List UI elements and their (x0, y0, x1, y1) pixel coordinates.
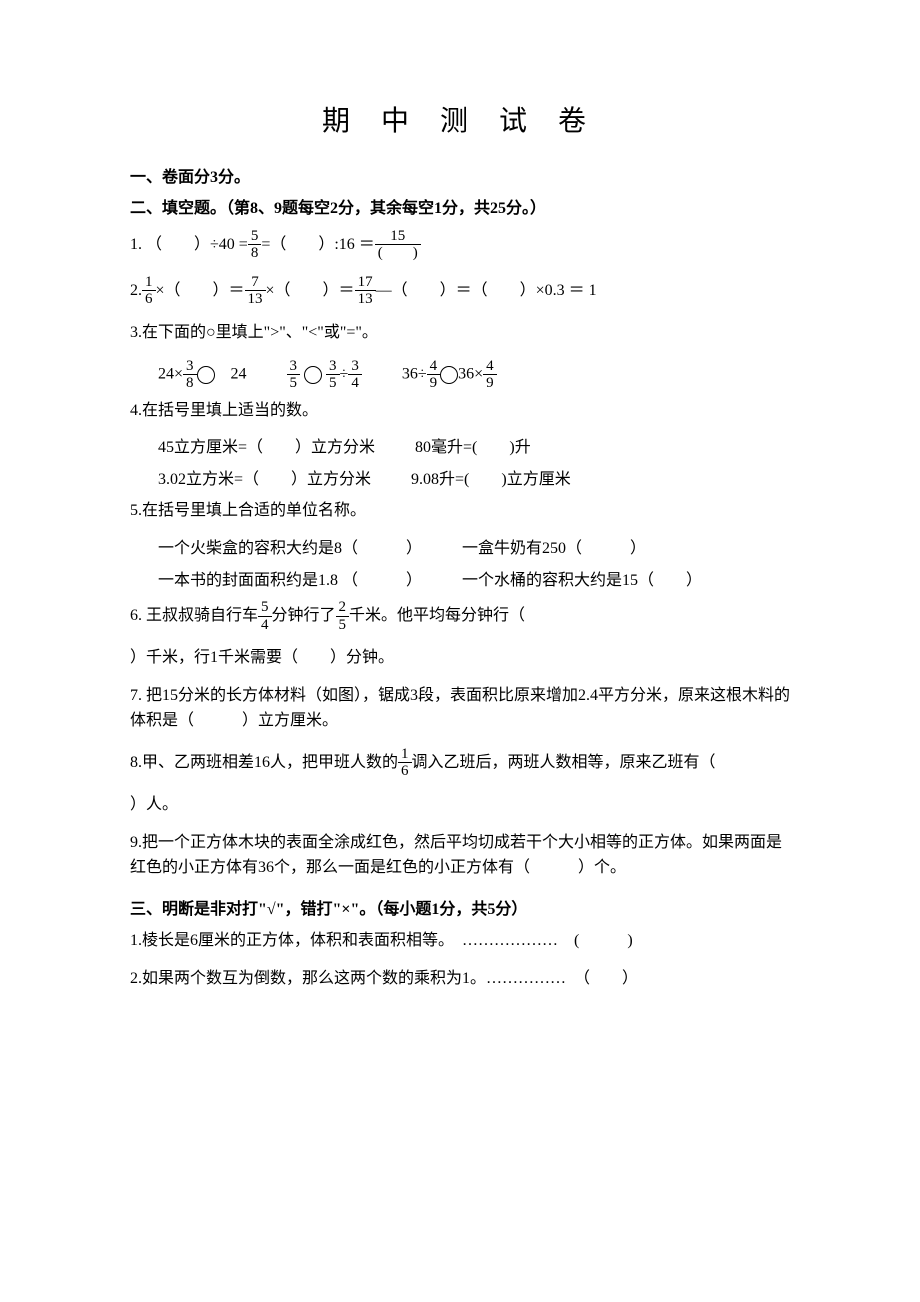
q2-3-items: 24×38 24 35 35÷34 36÷4936×49 (130, 358, 790, 392)
text: 调入乙班后，两班人数相等，原来乙班有（ (412, 750, 732, 776)
text: 8.甲、乙两班相差16人，把甲班人数的 (130, 750, 398, 776)
section-2-heading: 二、填空题。（第8、9题每空2分，其余每空1分，共25分。） (130, 196, 790, 222)
text: 24 (215, 365, 247, 382)
numerator: 17 (355, 274, 376, 291)
numerator: 3 (287, 358, 301, 375)
denominator: 5 (336, 616, 350, 634)
q2-5-intro: 5.在括号里填上合适的单位名称。 (130, 498, 790, 524)
text: 36× (458, 365, 483, 382)
compare-circle (304, 366, 322, 384)
fraction: 49 (483, 358, 497, 392)
denominator: 5 (326, 374, 340, 392)
denominator: 9 (427, 374, 441, 392)
fraction: 5 8 (248, 228, 262, 262)
q2-1: 1. （ ）÷40 = 5 8 =（ ）:16 ＝ 15 ( ) (130, 228, 790, 262)
q2-3-intro: 3.在下面的○里填上">"、"<"或"="。 (130, 320, 790, 346)
text: 千米。他平均每分钟行（ (349, 603, 541, 629)
denominator: 4 (258, 616, 272, 634)
compare-circle (440, 366, 458, 384)
q5a: 一个火柴盒的容积大约是8（ ） (158, 536, 422, 562)
fraction: 49 (427, 358, 441, 392)
q3a: 24×38 24 (158, 358, 247, 392)
denominator: 13 (355, 290, 376, 308)
denominator: 8 (183, 374, 197, 392)
denominator: 13 (245, 290, 266, 308)
numerator: 3 (183, 358, 197, 375)
q5c: 一本书的封面面积约是1.8 （ ） (158, 568, 422, 594)
q2-9: 9.把一个正方体木块的表面全涂成红色，然后平均切成若干个大小相等的正方体。如果两… (130, 830, 790, 881)
fraction: 17 13 (355, 274, 376, 308)
numerator: 5 (258, 599, 272, 616)
numerator: 7 (245, 274, 266, 291)
q3c: 36÷4936×49 (402, 358, 497, 392)
denominator: 5 (287, 374, 301, 392)
q4a: 45立方厘米=（ ）立方分米 (158, 435, 375, 461)
q2-8-line2: ）人。 (130, 792, 790, 818)
numerator: 1 (398, 746, 412, 763)
q2-2: 2. 1 6 ×（ ）＝ 7 13 ×（ ）＝ 17 13 —（ ）＝（ ）×0… (130, 274, 790, 308)
q4c: 3.02立方米=（ ）立方分米 (158, 467, 371, 493)
denominator: 6 (398, 762, 412, 780)
page-title: 期 中 测 试 卷 (130, 100, 790, 145)
q4d: 9.08升=( )立方厘米 (411, 467, 571, 493)
q3b: 35 35÷34 (287, 358, 362, 392)
q2-6-line1: 6. 王叔叔骑自行车 54 分钟行了 25 千米。他平均每分钟行（ (130, 599, 790, 633)
text: ×（ ）＝ (266, 278, 355, 304)
q3-2: 2.如果两个数互为倒数，那么这两个数的乘积为1。…………… （ ） (130, 966, 790, 992)
fraction: 25 (336, 599, 350, 633)
numerator: 4 (483, 358, 497, 375)
text: ×（ ）＝ (156, 278, 245, 304)
fraction: 35 (287, 358, 301, 392)
q2-7: 7. 把15分米的长方体材料（如图），锯成3段，表面积比原来增加2.4平方分米，… (130, 683, 790, 734)
q2-prefix: 2. (130, 278, 142, 304)
fraction: 15 ( ) (375, 228, 421, 262)
q5b: 一盒牛奶有250（ ） (462, 536, 646, 562)
denominator: 4 (348, 374, 362, 392)
q1-mid: =（ ）:16 ＝ (261, 232, 374, 258)
fraction: 54 (258, 599, 272, 633)
q2-8-line1: 8.甲、乙两班相差16人，把甲班人数的 16 调入乙班后，两班人数相等，原来乙班… (130, 746, 790, 780)
numerator: 3 (348, 358, 362, 375)
q2-4-body: 45立方厘米=（ ）立方分米 80毫升=( )升 3.02立方米=（ ）立方分米… (130, 435, 790, 492)
section-1-heading: 一、卷面分3分。 (130, 165, 790, 191)
q5d: 一个水桶的容积大约是15（ ） (462, 568, 702, 594)
text: 24× (158, 365, 183, 382)
compare-circle (197, 366, 215, 384)
text: —（ ）＝（ ）×0.3 ＝ 1 (376, 278, 597, 304)
fraction: 35 (326, 358, 340, 392)
q1-prefix: 1. （ ）÷40 = (130, 232, 248, 258)
numerator: 1 (142, 274, 156, 291)
q4b: 80毫升=( )升 (415, 435, 531, 461)
text: 6. 王叔叔骑自行车 (130, 603, 258, 629)
denominator: 6 (142, 290, 156, 308)
numerator: 2 (336, 599, 350, 616)
fraction: 1 6 (142, 274, 156, 308)
numerator: 3 (326, 358, 340, 375)
denominator: ( ) (375, 244, 421, 262)
fraction: 34 (348, 358, 362, 392)
numerator: 15 (375, 228, 421, 245)
fraction: 16 (398, 746, 412, 780)
q2-5-body: 一个火柴盒的容积大约是8（ ） 一盒牛奶有250（ ） 一本书的封面面积约是1.… (130, 536, 790, 593)
fraction: 7 13 (245, 274, 266, 308)
denominator: 9 (483, 374, 497, 392)
section-3-heading: 三、明断是非对打"√"，错打"×"。（每小题1分，共5分） (130, 897, 790, 923)
q2-4-intro: 4.在括号里填上适当的数。 (130, 398, 790, 424)
q2-6-line2: ）千米，行1千米需要（ ）分钟。 (130, 645, 790, 671)
q3-1: 1.棱长是6厘米的正方体，体积和表面积相等。 ……………… ( ) (130, 928, 790, 954)
numerator: 4 (427, 358, 441, 375)
numerator: 5 (248, 228, 262, 245)
fraction: 38 (183, 358, 197, 392)
text: 分钟行了 (272, 603, 336, 629)
denominator: 8 (248, 244, 262, 262)
text: 36÷ (402, 365, 427, 382)
